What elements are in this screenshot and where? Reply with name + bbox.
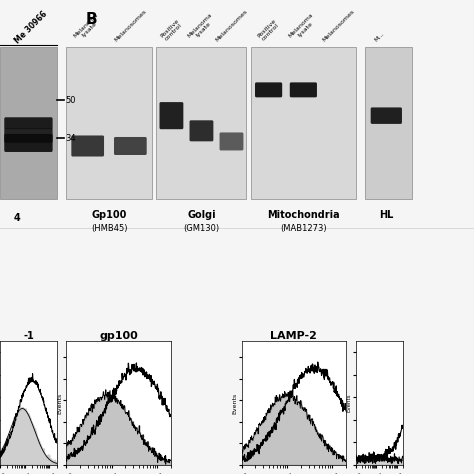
FancyBboxPatch shape — [365, 47, 412, 199]
Text: Positive
control: Positive control — [159, 18, 184, 43]
Text: 4: 4 — [14, 213, 20, 223]
Text: Gp100: Gp100 — [91, 210, 127, 219]
Text: HL: HL — [379, 210, 393, 219]
Title: LAMP-2: LAMP-2 — [271, 330, 317, 340]
Text: (HMB45): (HMB45) — [91, 224, 128, 233]
Text: 35: 35 — [244, 344, 252, 349]
Text: Melanosomes: Melanosomes — [113, 9, 147, 43]
FancyBboxPatch shape — [4, 128, 53, 143]
FancyBboxPatch shape — [159, 102, 183, 129]
Text: Melanoma
lysate: Melanoma lysate — [288, 12, 319, 43]
FancyBboxPatch shape — [255, 82, 282, 97]
Text: 35: 35 — [68, 344, 76, 349]
FancyBboxPatch shape — [66, 47, 152, 199]
Text: Me 30966: Me 30966 — [13, 9, 49, 45]
Y-axis label: Events: Events — [57, 392, 62, 413]
Text: Melanoma
lysate: Melanoma lysate — [186, 12, 217, 43]
Text: 50: 50 — [65, 96, 75, 105]
Y-axis label: Events: Events — [346, 393, 351, 412]
FancyBboxPatch shape — [251, 47, 356, 199]
FancyBboxPatch shape — [219, 132, 243, 150]
Title: -1: -1 — [23, 330, 34, 340]
Text: Melanoma
lysate: Melanoma lysate — [73, 12, 103, 43]
Text: Melanosomes: Melanosomes — [214, 9, 248, 43]
Text: Melanosomes: Melanosomes — [321, 9, 355, 43]
Text: B: B — [85, 12, 97, 27]
Text: Positive
control: Positive control — [256, 18, 281, 43]
Text: 35: 35 — [357, 344, 365, 349]
FancyBboxPatch shape — [156, 47, 246, 199]
FancyBboxPatch shape — [290, 82, 317, 97]
Text: Golgi: Golgi — [187, 210, 216, 219]
FancyBboxPatch shape — [4, 134, 53, 152]
Title: gp100: gp100 — [99, 330, 138, 340]
FancyBboxPatch shape — [371, 108, 402, 124]
Text: Mitochondria: Mitochondria — [267, 210, 340, 219]
FancyBboxPatch shape — [190, 120, 213, 141]
Text: M...: M... — [374, 31, 385, 43]
FancyBboxPatch shape — [114, 137, 147, 155]
Text: (MAB1273): (MAB1273) — [280, 224, 327, 233]
Y-axis label: Events: Events — [233, 392, 237, 413]
FancyBboxPatch shape — [71, 136, 104, 156]
FancyBboxPatch shape — [4, 117, 53, 129]
Text: (GM130): (GM130) — [183, 224, 219, 233]
FancyBboxPatch shape — [0, 47, 57, 199]
Text: 34: 34 — [65, 134, 75, 143]
